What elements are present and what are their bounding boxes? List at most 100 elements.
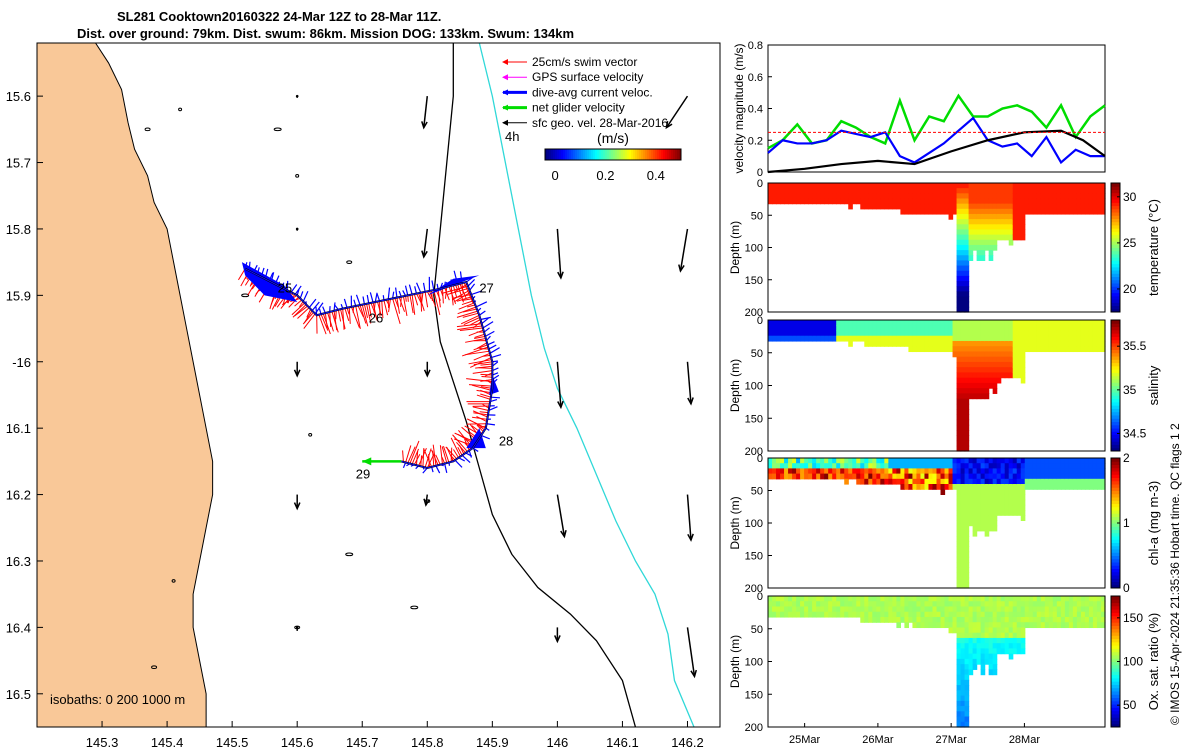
heatmap-cell	[812, 335, 817, 342]
heatmap-cell	[964, 296, 970, 303]
heatmap-cell	[864, 606, 869, 613]
heatmap-cell	[1080, 198, 1086, 205]
heatmap-cell	[836, 458, 841, 464]
heatmap-cell	[964, 458, 970, 464]
heatmap-cell	[1100, 193, 1106, 200]
heatmap-cell	[976, 468, 982, 475]
heatmap-colorbar-segment	[1111, 713, 1120, 718]
heatmap-cell	[980, 335, 986, 342]
heatmap-cell	[920, 335, 926, 342]
heatmap-cell	[820, 335, 825, 342]
heatmap-cell	[1016, 622, 1022, 629]
heatmap-cell	[968, 611, 974, 618]
heatmap-cell	[1080, 320, 1086, 326]
heatmap-cell	[924, 463, 930, 469]
heatmap-cell	[968, 473, 974, 480]
heatmap-cell	[1080, 463, 1086, 469]
heatmap-cell	[1004, 198, 1010, 205]
heatmap-cell	[1024, 473, 1030, 480]
heatmap-cell	[808, 188, 813, 194]
heatmap-cell	[912, 601, 918, 608]
heatmap-cell	[844, 188, 849, 194]
heatmap-cell	[960, 335, 966, 342]
heatmap-cell	[1064, 616, 1070, 623]
heatmap-cell	[852, 183, 857, 189]
heatmap-cell	[964, 229, 970, 236]
heatmap-colorbar-segment	[1111, 292, 1120, 297]
heatmap-cell	[1060, 335, 1066, 342]
heatmap-cell	[964, 653, 970, 660]
heatmap-cell	[868, 601, 873, 608]
heatmap-cell	[960, 270, 966, 277]
heatmap-cell	[1016, 489, 1022, 495]
heatmap-cell	[840, 468, 845, 475]
heatmap-cell	[824, 458, 829, 464]
heatmap-cell	[812, 198, 817, 205]
heatmap-cell	[960, 239, 966, 246]
heatmap-cell	[1068, 473, 1074, 480]
heatmap-cell	[1084, 188, 1090, 194]
heatmap-cell	[1004, 320, 1010, 326]
heatmap-cell	[960, 721, 966, 728]
heatmap-cell	[836, 193, 841, 200]
heatmap-cell	[1088, 463, 1094, 469]
heatmap-cell	[960, 424, 966, 431]
heatmap-cell	[952, 601, 958, 608]
heatmap-cell	[1012, 356, 1018, 363]
heatmap-cell	[788, 463, 793, 469]
heatmap-cell	[888, 340, 893, 347]
heatmap-cell	[984, 393, 990, 400]
heatmap-cell	[796, 458, 801, 464]
heatmap-cell	[988, 367, 994, 373]
heatmap-cell	[1100, 335, 1106, 342]
heatmap-cell	[816, 596, 821, 602]
heatmap-cell	[936, 183, 942, 189]
heatmap-cell	[868, 473, 873, 480]
heatmap-cell	[1088, 478, 1094, 485]
heatmap-colorbar-segment	[1111, 234, 1120, 239]
heatmap-cell	[968, 198, 974, 205]
heatmap-cell	[1016, 213, 1022, 220]
heatmap-cell	[992, 653, 998, 660]
heatmap-cell	[896, 463, 901, 469]
heatmap-cell	[1000, 463, 1006, 469]
heatmap-cell	[984, 643, 990, 649]
heatmap-cell	[860, 330, 865, 337]
heatmap-cell	[956, 468, 962, 475]
heatmap-cell	[880, 616, 885, 623]
heatmap-cell	[988, 255, 994, 261]
reef-outline	[178, 107, 183, 112]
heatmap-cell	[1016, 351, 1022, 358]
heatmap-cell	[824, 193, 829, 200]
heatmap-cell	[1036, 473, 1042, 480]
heatmap-cell	[1004, 361, 1010, 368]
heatmap-cell	[1068, 320, 1074, 326]
heatmap-cell	[924, 330, 930, 337]
heatmap-cell	[836, 335, 841, 342]
heatmap-cell	[960, 706, 966, 712]
heatmap-cell	[1068, 458, 1074, 464]
heatmap-cell	[932, 468, 938, 475]
heatmap-cell	[932, 616, 938, 623]
heatmap-cell	[892, 330, 897, 337]
heatmap-cell	[772, 193, 777, 200]
heatmap-cell	[824, 468, 829, 475]
heatmap-cell	[956, 270, 962, 277]
heatmap-cell	[988, 601, 994, 608]
map-colorbar-segment	[573, 149, 576, 160]
heatmap-cell	[792, 606, 797, 613]
heatmap-cell	[1004, 356, 1010, 363]
heatmap-cell	[980, 601, 986, 608]
heatmap-cell	[1056, 458, 1062, 464]
heatmap-cell	[932, 346, 938, 353]
heatmap-cell	[964, 478, 970, 485]
heatmap-cell	[800, 468, 805, 475]
heatmap-colorbar-segment	[1111, 605, 1120, 610]
heatmap-cell	[936, 478, 942, 485]
heatmap-cell	[1068, 463, 1074, 469]
heatmap-colorbar-segment	[1111, 192, 1120, 197]
heatmap-cell	[848, 188, 853, 194]
heatmap-cell	[808, 601, 813, 608]
